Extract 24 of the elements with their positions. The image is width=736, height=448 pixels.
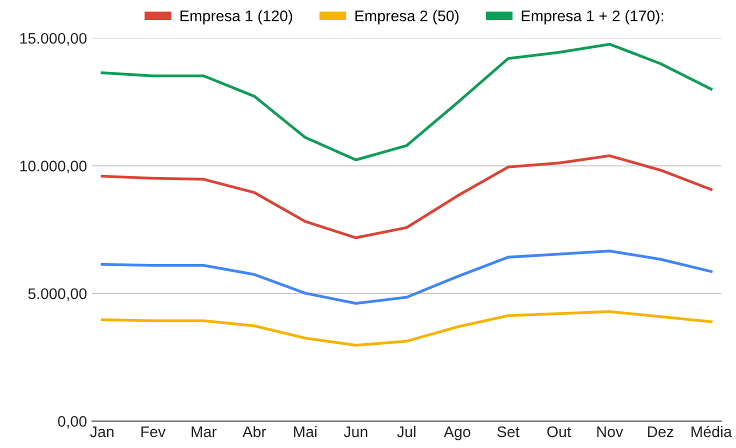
x-tick-label: Mar [192,426,217,438]
y-tick-label: 15.000,00 [20,32,87,46]
legend-label: Empresa 1 (120) [180,10,292,24]
x-tick-label: Média [692,426,732,438]
x-tick-label: Mai [294,426,316,438]
line-series [100,154,713,240]
line-series [100,42,713,162]
x-tick-label: Fev [141,426,166,438]
x-tick-label: Jan [90,426,114,438]
legend-label: Empresa 2 (50) [355,10,459,24]
y-tick-label: 0,00 [58,416,87,429]
x-tick-label: Out [547,426,572,438]
y-tick-label: 5.000,00 [28,288,87,301]
y-tick-label: 10.000,00 [20,160,87,174]
x-tick-label: Abr [242,426,266,438]
line-series [100,310,713,347]
x-tick-label: Set [497,426,520,438]
x-tick-label: Dez [648,426,674,438]
x-tick-label: Ago [444,426,470,440]
x-tick-label: Jun [344,426,368,438]
legend-label: Empresa 1 + 2 (170): [522,10,664,24]
x-tick-label: Jul [397,426,416,438]
x-tick-label: Nov [597,426,624,438]
line-series [100,250,713,305]
